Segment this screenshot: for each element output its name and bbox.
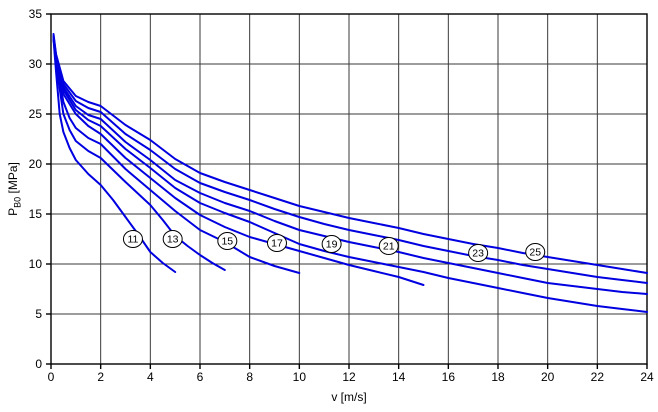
y-axis-title-main: P bbox=[6, 207, 20, 216]
y-tick-label: 5 bbox=[35, 307, 42, 321]
curve-23 bbox=[52, 35, 648, 284]
curve-19 bbox=[52, 36, 648, 313]
y-tick-label: 15 bbox=[29, 207, 43, 221]
x-tick-label: 2 bbox=[97, 370, 104, 384]
curve-label-text-19: 19 bbox=[326, 239, 338, 251]
x-tick-label: 0 bbox=[48, 370, 55, 384]
x-tick-label: 18 bbox=[491, 370, 505, 384]
curve-label-circle-23 bbox=[468, 244, 489, 262]
curve-label-circle-15 bbox=[217, 232, 238, 250]
y-tick-label: 30 bbox=[29, 57, 43, 71]
x-axis-title: v [m/s] bbox=[331, 390, 367, 404]
curve-label-text-21: 21 bbox=[383, 241, 395, 253]
curve-label-circle-19 bbox=[321, 235, 342, 253]
curve-label-text-17: 17 bbox=[271, 238, 283, 250]
x-tick-label: 6 bbox=[197, 370, 204, 384]
curve-15 bbox=[52, 37, 301, 274]
curve-13 bbox=[52, 37, 226, 271]
curve-21 bbox=[52, 35, 648, 295]
curve-17 bbox=[52, 36, 425, 286]
curve-label-circle-25 bbox=[525, 243, 546, 261]
x-tick-label: 14 bbox=[392, 370, 406, 384]
y-tick-label: 35 bbox=[29, 7, 43, 21]
curve-label-text-23: 23 bbox=[472, 248, 484, 260]
x-tick-label: 22 bbox=[591, 370, 605, 384]
curve-label-text-15: 15 bbox=[221, 236, 233, 248]
x-tick-label: 8 bbox=[246, 370, 253, 384]
curve-label-circle-11 bbox=[122, 230, 143, 248]
y-tick-label: 0 bbox=[35, 357, 42, 371]
y-axis-title-sub: B0 bbox=[12, 196, 23, 208]
x-tick-label: 12 bbox=[342, 370, 356, 384]
curve-label-text-25: 25 bbox=[529, 247, 541, 259]
curve-label-text-13: 13 bbox=[167, 234, 179, 246]
x-tick-label: 16 bbox=[442, 370, 456, 384]
x-tick-label: 10 bbox=[293, 370, 307, 384]
y-axis-title: PB0 [MPa] bbox=[6, 128, 22, 250]
y-tick-label: 25 bbox=[29, 107, 43, 121]
x-tick-label: 24 bbox=[640, 370, 654, 384]
y-tick-label: 20 bbox=[29, 157, 43, 171]
x-tick-label: 4 bbox=[147, 370, 154, 384]
curve-label-circle-21 bbox=[378, 237, 399, 255]
curve-label-text-11: 11 bbox=[127, 234, 138, 246]
curve-label-circle-13 bbox=[162, 230, 183, 248]
y-tick-label: 10 bbox=[29, 257, 43, 271]
x-tick-label: 20 bbox=[541, 370, 555, 384]
curve-11 bbox=[52, 38, 177, 273]
curve-label-circle-17 bbox=[266, 234, 287, 252]
y-axis-title-unit: [MPa] bbox=[6, 162, 20, 197]
